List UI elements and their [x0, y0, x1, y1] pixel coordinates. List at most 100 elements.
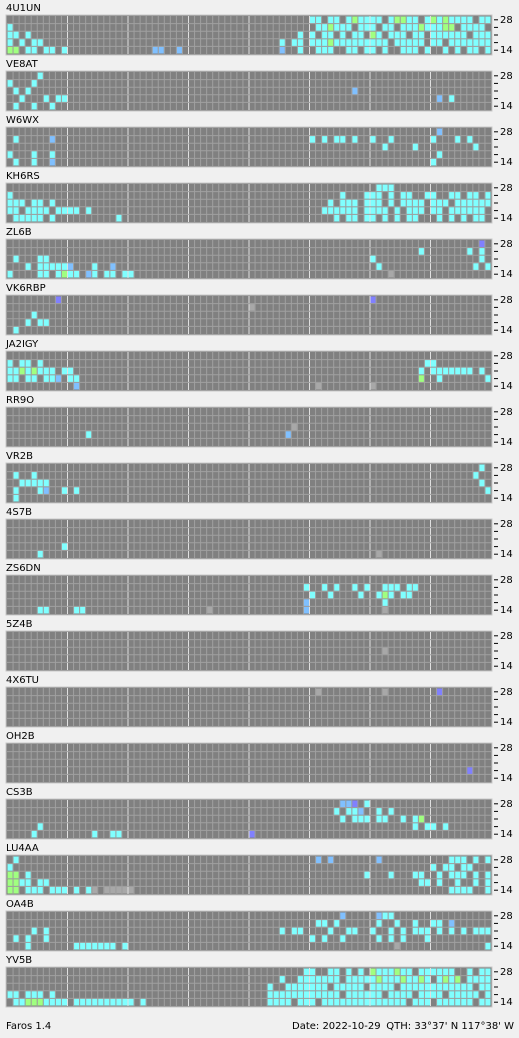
signal-cell [473, 46, 479, 54]
signal-cell [43, 927, 49, 935]
signal-cell [461, 31, 467, 39]
signal-cell [406, 584, 412, 591]
signal-cell [43, 46, 49, 54]
signal-cell [382, 912, 388, 920]
signal-cell [7, 360, 13, 367]
signal-cell [334, 976, 340, 983]
signal-cell [394, 991, 400, 998]
signal-cell [334, 207, 340, 214]
signal-cell [31, 886, 37, 894]
signal-cell [31, 991, 37, 998]
signal-cell [346, 927, 352, 935]
signal-cell [68, 375, 74, 382]
signal-cell [400, 935, 406, 942]
signal-cell [49, 375, 55, 382]
signal-cell [31, 830, 37, 838]
signal-cell [25, 263, 31, 270]
signal-cell [303, 976, 309, 983]
signal-cell [479, 367, 485, 375]
signal-cell [322, 998, 328, 1006]
signal-cell [406, 39, 412, 46]
signal-cell [406, 214, 412, 222]
signal-cell [31, 158, 37, 166]
signal-cell [449, 976, 455, 983]
signal-cell [43, 879, 49, 886]
signal-cell [455, 886, 461, 894]
signal-cell [364, 16, 370, 24]
signal-cell [110, 270, 116, 278]
signal-cell [279, 991, 285, 998]
signal-cell [473, 207, 479, 214]
beacon-name: 4X6TU [6, 675, 39, 686]
signal-cell [388, 136, 394, 143]
signal-cell [388, 991, 394, 998]
signal-cell [346, 207, 352, 214]
signal-cell [267, 998, 273, 1006]
signal-cell [7, 207, 13, 214]
signal-cell [467, 991, 473, 998]
signal-cell [7, 886, 13, 894]
signal-cell [431, 24, 437, 31]
signal-cell [55, 95, 61, 102]
signal-cell [443, 823, 449, 830]
signal-cell [364, 199, 370, 207]
signal-cell [358, 16, 364, 24]
signal-cell [431, 367, 437, 375]
signal-cell [346, 24, 352, 31]
signal-cell [370, 983, 376, 991]
signal-cell [443, 16, 449, 24]
signal-cell [19, 39, 25, 46]
signal-cell [43, 319, 49, 326]
signal-cell [7, 31, 13, 39]
signal-cell [473, 472, 479, 479]
signal-cell [364, 214, 370, 222]
signal-cell [394, 920, 400, 927]
signal-cell [55, 375, 61, 382]
band-label: 28 [500, 15, 513, 26]
signal-cell [455, 879, 461, 886]
signal-cell [128, 886, 134, 894]
signal-cell [340, 912, 346, 920]
signal-cell [418, 367, 424, 375]
signal-cell [412, 207, 418, 214]
signal-cell [340, 39, 346, 46]
signal-cell [400, 991, 406, 998]
signal-cell [303, 991, 309, 998]
signal-cell [19, 95, 25, 102]
signal-cell [37, 72, 43, 80]
signal-cell [346, 199, 352, 207]
signal-cell [376, 550, 382, 558]
signal-cell [68, 207, 74, 214]
signal-cell [455, 991, 461, 998]
signal-cell [364, 976, 370, 983]
signal-cell [424, 16, 430, 24]
beacon-name: OH2B [6, 731, 35, 742]
signal-cell [19, 199, 25, 207]
signal-cell [140, 998, 146, 1006]
signal-cell [55, 886, 61, 894]
signal-cell [7, 199, 13, 207]
signal-cell [376, 16, 382, 24]
signal-cell [388, 184, 394, 192]
signal-cell [394, 968, 400, 976]
signal-cell [382, 591, 388, 599]
signal-cell [37, 360, 43, 367]
signal-cell [31, 375, 37, 382]
signal-cell [424, 24, 430, 31]
signal-cell [55, 998, 61, 1006]
signal-cell [473, 192, 479, 199]
signal-cell [358, 991, 364, 998]
signal-cell [485, 871, 491, 879]
signal-cell [443, 864, 449, 871]
signal-cell [424, 192, 430, 199]
signal-cell [43, 207, 49, 214]
signal-cell [346, 998, 352, 1006]
signal-cell [61, 998, 67, 1006]
signal-cell [437, 983, 443, 991]
signal-cell [364, 815, 370, 823]
signal-cell [7, 871, 13, 879]
signal-cell [443, 199, 449, 207]
signal-cell [310, 998, 316, 1006]
signal-cell [485, 968, 491, 976]
band-label: 14 [500, 213, 513, 224]
